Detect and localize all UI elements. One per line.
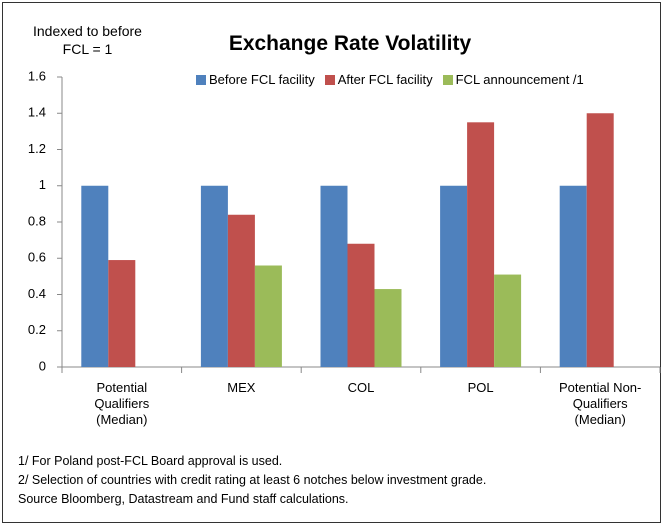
y-tick-label: 1 xyxy=(39,177,46,192)
note: 1/ For Poland post-FCL Board approval is… xyxy=(18,454,283,468)
bar xyxy=(254,265,282,367)
legend-label: After FCL facility xyxy=(337,72,433,87)
y-tick-label: 0.4 xyxy=(28,286,46,301)
y-tick-label: 0.6 xyxy=(28,250,46,265)
legend-swatch xyxy=(196,74,206,85)
bar xyxy=(320,185,348,367)
y-tick-label: 1.2 xyxy=(28,141,46,156)
y-tick-label: 1.6 xyxy=(28,68,46,83)
bar xyxy=(467,122,495,367)
y-axis-label: Indexed to before FCL = 1 xyxy=(33,23,142,57)
note: Source Bloomberg, Datastream and Fund st… xyxy=(18,492,349,506)
y-tick-label: 0.2 xyxy=(28,322,46,337)
bar xyxy=(108,260,136,367)
chart-frame xyxy=(2,2,661,523)
bar xyxy=(374,289,402,367)
legend-item: After FCL facility xyxy=(324,72,433,87)
x-tick-label: Potential Qualifiers (Median) xyxy=(94,380,150,427)
legend: Before FCL facility After FCL facility FCL… xyxy=(196,72,584,87)
bar xyxy=(586,113,614,367)
legend-item: Before FCL facility xyxy=(196,72,315,87)
y-tick-label: 0 xyxy=(39,358,46,373)
bar xyxy=(347,243,375,367)
y-tick-label: 1.4 xyxy=(28,105,46,120)
x-tick-label: MEX xyxy=(227,380,256,395)
x-tick-label: COL xyxy=(347,380,375,395)
chart-title: Exchange Rate Volatility xyxy=(228,32,472,55)
legend-item: FCL announcement /1 xyxy=(442,72,584,87)
legend-label: FCL announcement /1 xyxy=(455,72,584,87)
note: 2/ Selection of countries with credit ra… xyxy=(18,473,487,487)
legend-swatch xyxy=(442,74,453,85)
x-tick-label: POL xyxy=(467,380,494,395)
legend-swatch xyxy=(324,74,335,85)
notes: 1/ For Poland post-FCL Board approval is… xyxy=(18,452,486,509)
bar xyxy=(559,185,587,367)
x-tick-label: Potential Non-Qualifiers (Median) xyxy=(558,380,642,427)
bar xyxy=(227,214,255,367)
bar xyxy=(440,185,468,367)
bar xyxy=(81,185,109,367)
bar xyxy=(494,274,522,367)
bar xyxy=(200,185,228,367)
y-tick-label: 0.8 xyxy=(28,213,46,228)
legend-label: Before FCL facility xyxy=(209,72,315,87)
